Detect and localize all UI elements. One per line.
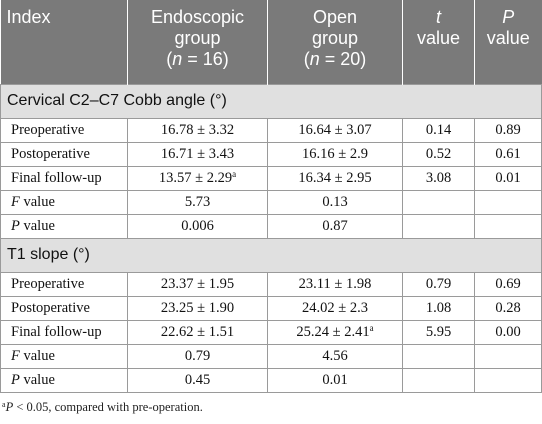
section-title: Cervical C2–C7 Cobb angle (°) [0,83,542,119]
cell-open: 25.24 ± 2.41a [267,319,403,345]
cell-open: 23.11 ± 1.98 [267,271,403,297]
header-index: Index [0,0,128,84]
cell-endoscopic: 0.006 [127,213,268,239]
section-header-row: T1 slope (°) [0,237,542,273]
cell-t-value: 1.08 [402,295,475,321]
cell-open: 0.13 [267,189,403,215]
row-label: Postoperative [0,295,128,321]
row-label: Preoperative [0,271,128,297]
cell-open: 16.64 ± 3.07 [267,117,403,143]
header-open-group: Open group (n = 20) [267,0,403,84]
cell-empty [402,189,475,215]
stats-row: F value 0.79 4.56 [0,343,542,369]
cell-open: 16.34 ± 2.95 [267,165,403,191]
table-row: Postoperative 16.71 ± 3.43 16.16 ± 2.9 0.52… [0,141,542,167]
header-t-value: t value [402,0,475,84]
section-header-row: Cervical C2–C7 Cobb angle (°) [0,83,542,119]
table-row: Postoperative 23.25 ± 1.90 24.02 ± 2.3 1.08… [0,295,542,321]
cell-t-value: 0.14 [402,117,475,143]
cell-endoscopic: 23.37 ± 1.95 [127,271,268,297]
cell-empty [474,343,542,369]
row-label: Preoperative [0,117,128,143]
section-title: T1 slope (°) [0,237,542,273]
cell-endoscopic: 16.78 ± 3.32 [127,117,268,143]
cell-endoscopic: 22.62 ± 1.51 [127,319,268,345]
cell-empty [474,213,542,239]
stat-label: P value [0,213,128,239]
stats-row: F value 5.73 0.13 [0,189,542,215]
stat-label: F value [0,189,128,215]
cell-empty [402,367,475,393]
cell-endoscopic: 13.57 ± 2.29a [127,165,268,191]
cell-open: 24.02 ± 2.3 [267,295,403,321]
table-footnote: aP < 0.05, compared with pre-operation. [2,400,203,414]
cell-endoscopic: 0.45 [127,367,268,393]
cell-t-value: 3.08 [402,165,475,191]
table-row: Final follow-up 13.57 ± 2.29a 16.34 ± 2.95… [0,165,542,191]
significance-marker: a [232,168,237,179]
cell-open: 0.87 [267,213,403,239]
header-row: Index Endoscopic group (n = 16) Open gro… [0,0,542,84]
cell-endoscopic: 16.71 ± 3.43 [127,141,268,167]
table-row: Final follow-up 22.62 ± 1.51 25.24 ± 2.41a… [0,319,542,345]
row-label: Postoperative [0,141,128,167]
cell-empty [474,367,542,393]
cell-t-value: 0.79 [402,271,475,297]
table-row: Preoperative 16.78 ± 3.32 16.64 ± 3.07 0.14… [0,117,542,143]
stat-label: P value [0,367,128,393]
significance-marker: a [369,322,374,333]
stat-label: F value [0,343,128,369]
cell-p-value: 0.01 [474,165,542,191]
header-p-value: P value [474,0,542,84]
stats-row: P value 0.006 0.87 [0,213,542,239]
cell-t-value: 0.52 [402,141,475,167]
cell-endoscopic: 23.25 ± 1.90 [127,295,268,321]
cell-p-value: 0.61 [474,141,542,167]
cell-p-value: 0.00 [474,319,542,345]
row-label: Final follow-up [0,319,128,345]
cell-t-value: 5.95 [402,319,475,345]
data-table-container: Index Endoscopic group (n = 16) Open gro… [0,0,542,393]
row-label: Final follow-up [0,165,128,191]
results-table: Index Endoscopic group (n = 16) Open gro… [0,0,542,393]
cell-p-value: 0.89 [474,117,542,143]
cell-endoscopic: 0.79 [127,343,268,369]
cell-open: 4.56 [267,343,403,369]
cell-open: 0.01 [267,367,403,393]
stats-row: P value 0.45 0.01 [0,367,542,393]
cell-empty [402,343,475,369]
cell-empty [402,213,475,239]
cell-p-value: 0.28 [474,295,542,321]
cell-p-value: 0.69 [474,271,542,297]
table-row: Preoperative 23.37 ± 1.95 23.11 ± 1.98 0.79… [0,271,542,297]
cell-open: 16.16 ± 2.9 [267,141,403,167]
cell-empty [474,189,542,215]
header-endoscopic-group: Endoscopic group (n = 16) [127,0,268,84]
cell-endoscopic: 5.73 [127,189,268,215]
